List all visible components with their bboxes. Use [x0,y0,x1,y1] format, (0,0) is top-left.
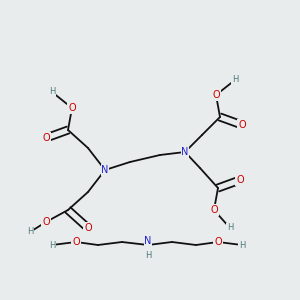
Text: N: N [181,147,189,157]
Text: H: H [239,241,245,250]
Text: H: H [49,241,55,250]
Text: O: O [42,217,50,227]
Text: O: O [214,237,222,247]
Text: O: O [68,103,76,113]
Text: H: H [27,227,33,236]
Text: N: N [144,236,152,246]
Text: O: O [212,90,220,100]
Text: N: N [101,165,109,175]
Text: O: O [238,120,246,130]
Text: H: H [145,250,151,260]
Text: H: H [232,76,238,85]
Text: O: O [72,237,80,247]
Text: O: O [42,133,50,143]
Text: O: O [236,175,244,185]
Text: H: H [227,224,233,232]
Text: H: H [49,88,55,97]
Text: O: O [84,223,92,233]
Text: O: O [210,205,218,215]
